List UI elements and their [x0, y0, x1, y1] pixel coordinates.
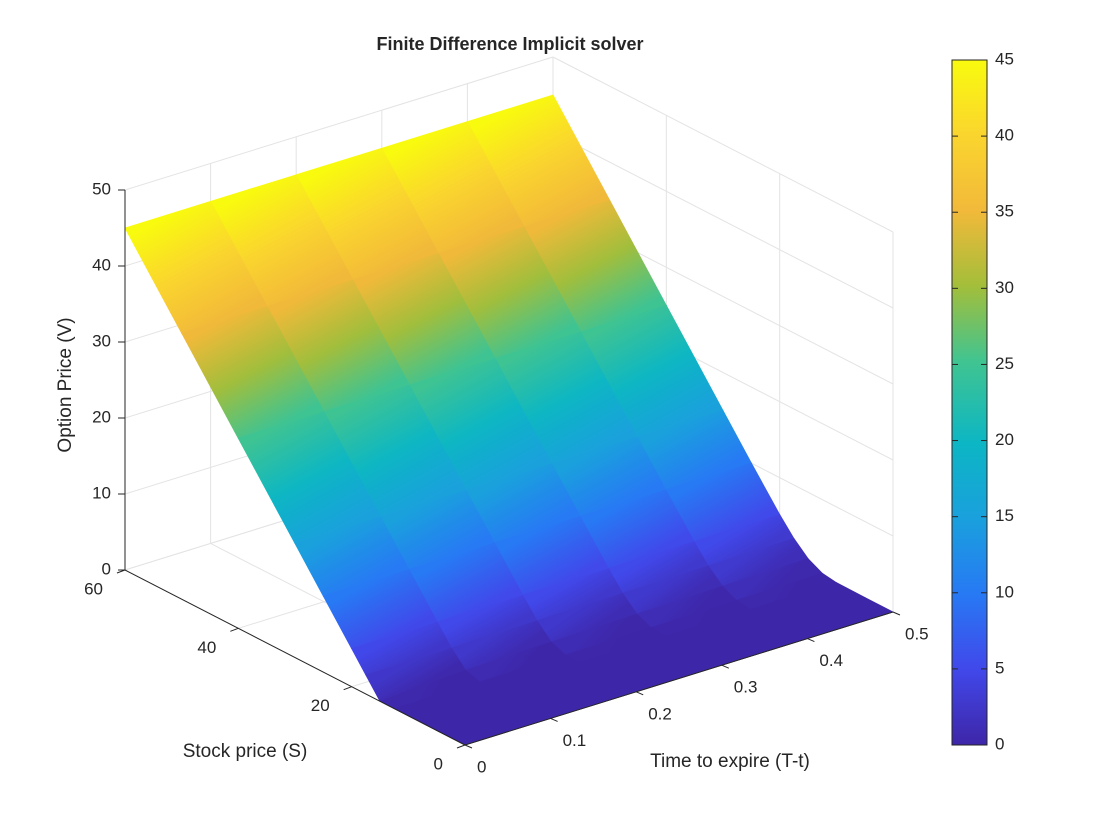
grid-line: [124, 56, 554, 191]
x-axis-label: Time to expire (T-t): [650, 751, 810, 772]
z-tick-label: 10: [92, 483, 111, 502]
y-tick: [343, 686, 352, 691]
x-tick: [636, 691, 644, 696]
y-tick-label: 60: [84, 579, 103, 598]
x-tick: [464, 744, 473, 749]
colorbar: [951, 59, 988, 746]
y-tick-label: 20: [311, 696, 330, 715]
x-tick-label: 0.2: [648, 704, 672, 723]
y-tick-label: 40: [197, 638, 216, 657]
x-tick: [721, 664, 729, 669]
colorbar-tick-label: 0: [995, 734, 1004, 753]
colorbar-tick-label: 35: [995, 202, 1014, 221]
y-axis-label: Stock price (S): [183, 741, 308, 762]
grid-line: [552, 56, 894, 233]
x-tick-label: 0.3: [734, 678, 758, 697]
x-tick: [550, 717, 558, 722]
x-axis: [464, 611, 894, 746]
z-axis-label: Option Price (V): [55, 317, 76, 452]
z-tick-label: 20: [92, 407, 111, 426]
colorbar-tick-label: 20: [995, 430, 1014, 449]
y-tick: [116, 569, 126, 574]
x-tick-label: 0.1: [563, 731, 587, 750]
z-tick-label: 40: [92, 255, 111, 274]
x-tick-label: 0: [477, 757, 486, 776]
y-tick-label: 0: [434, 754, 443, 773]
z-tick-label: 0: [102, 559, 111, 578]
x-tick: [807, 638, 815, 643]
colorbar-tick-label: 30: [995, 278, 1014, 297]
colorbar-tick-label: 15: [995, 506, 1014, 525]
z-tick-label: 50: [92, 179, 111, 198]
colorbar-tick-label: 25: [995, 354, 1014, 373]
y-tick: [230, 627, 239, 632]
colorbar-tick-label: 10: [995, 582, 1014, 601]
x-tick: [892, 611, 901, 616]
y-axis: [124, 569, 466, 746]
colorbar-tick-label: 45: [995, 49, 1014, 68]
y-tick: [456, 744, 466, 749]
colorbar-tick-label: 40: [995, 126, 1014, 145]
z-tick-label: 30: [92, 331, 111, 350]
surface: [124, 94, 895, 746]
x-tick-label: 0.5: [905, 624, 929, 643]
chart-title: Finite Difference Implicit solver: [376, 34, 643, 54]
colorbar-tick-label: 5: [995, 658, 1004, 677]
x-tick-label: 0.4: [819, 651, 843, 670]
grid-line: [552, 132, 894, 309]
